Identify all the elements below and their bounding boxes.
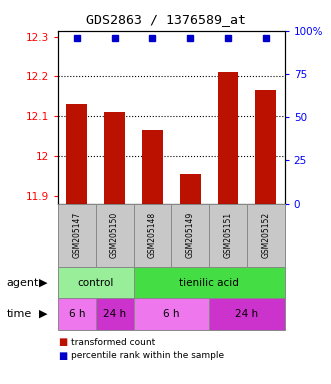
Text: GSM205152: GSM205152 [261,212,270,258]
Text: time: time [7,309,32,319]
Text: control: control [77,278,114,288]
Text: ▶: ▶ [39,278,47,288]
Text: 24 h: 24 h [235,309,259,319]
Text: GDS2863 / 1376589_at: GDS2863 / 1376589_at [85,13,246,26]
Text: GSM205151: GSM205151 [223,212,232,258]
Bar [217,73,238,204]
Bar [67,104,87,204]
Bar [104,112,125,204]
Text: GSM205150: GSM205150 [110,212,119,258]
Text: GSM205147: GSM205147 [72,212,81,258]
Text: agent: agent [7,278,39,288]
Text: ■: ■ [58,351,67,361]
Text: GSM205149: GSM205149 [186,212,195,258]
Bar [256,90,276,204]
Bar [180,174,201,204]
Text: tienilic acid: tienilic acid [179,278,239,288]
Text: 24 h: 24 h [103,309,126,319]
Text: 6 h: 6 h [163,309,179,319]
Bar [142,130,163,204]
Text: ▶: ▶ [39,309,47,319]
Text: transformed count: transformed count [71,338,156,347]
Text: percentile rank within the sample: percentile rank within the sample [71,351,224,360]
Text: ■: ■ [58,337,67,347]
Text: GSM205148: GSM205148 [148,212,157,258]
Text: 6 h: 6 h [69,309,85,319]
